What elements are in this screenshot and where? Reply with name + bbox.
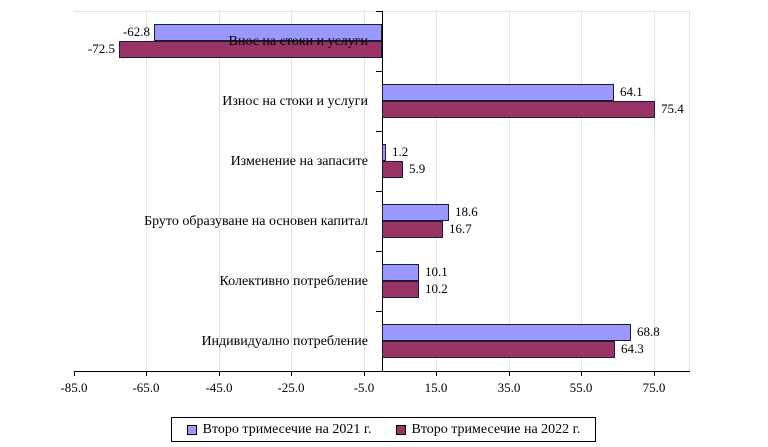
gridline: [146, 11, 147, 371]
legend-label: Второ тримесечие на 2021 г.: [202, 421, 372, 437]
legend-swatch-icon: [395, 424, 406, 435]
x-tick: [291, 371, 292, 376]
value-label: 18.6: [455, 204, 478, 219]
x-tick-label: -85.0: [60, 380, 88, 395]
gridline: [654, 11, 655, 371]
y-tick: [376, 251, 382, 252]
x-tick: [74, 371, 75, 376]
x-tick-label: -45.0: [205, 380, 233, 395]
y-tick: [376, 131, 382, 132]
bar-series-1: [154, 24, 382, 41]
category-label: Индивидуално потребление: [201, 334, 368, 349]
y-tick: [376, 71, 382, 72]
category-label: Износ на стоки и услуги: [222, 94, 368, 109]
y-tick: [376, 311, 382, 312]
bar-series-1: [382, 144, 386, 161]
bar-series-2: [382, 161, 403, 178]
gridline: [291, 11, 292, 371]
gridline: [219, 11, 220, 371]
bar-series-1: [382, 324, 631, 341]
x-tick: [219, 371, 220, 376]
bar-series-2: [382, 341, 615, 358]
category-label: Изменение на запасите: [230, 154, 368, 169]
bar-series-2: [382, 221, 443, 238]
value-label: 1.2: [392, 144, 409, 159]
gridline: [436, 11, 437, 371]
legend-swatch-icon: [186, 424, 197, 435]
value-label: 75.4: [661, 101, 684, 116]
category-label: Колективно потребление: [219, 274, 368, 289]
y-tick: [376, 371, 382, 372]
x-tick-label: -65.0: [132, 380, 160, 395]
bar-series-1: [382, 84, 614, 101]
value-label: 68.8: [637, 324, 660, 339]
y-tick: [376, 191, 382, 192]
x-tick: [364, 371, 365, 376]
x-tick: [654, 371, 655, 376]
legend-label: Второ тримесечие на 2022 г.: [411, 421, 581, 437]
gridline: [509, 11, 510, 371]
x-tick-label: 75.0: [642, 380, 666, 395]
gridline: [364, 11, 365, 371]
gridline: [581, 11, 582, 371]
x-tick-label: 55.0: [569, 380, 593, 395]
value-label: -72.5: [87, 41, 115, 56]
x-tick-label: -5.0: [353, 380, 375, 395]
value-label: 10.1: [425, 264, 448, 279]
bar-series-2: [119, 41, 382, 58]
x-tick: [581, 371, 582, 376]
x-tick: [509, 371, 510, 376]
x-tick-label: -25.0: [277, 380, 305, 395]
value-label: 5.9: [409, 161, 426, 176]
bar-series-2: [382, 101, 655, 118]
value-label: 64.3: [621, 341, 644, 356]
value-label: 64.1: [620, 84, 643, 99]
legend-item-1: Второ тримесечие на 2021 г.: [186, 421, 372, 438]
x-tick: [146, 371, 147, 376]
y-axis: [382, 11, 383, 371]
value-label: 10.2: [425, 281, 448, 296]
category-label: Внос на стоки и услуги: [228, 34, 368, 49]
x-tick: [436, 371, 437, 376]
value-label: -62.8: [122, 24, 150, 39]
x-tick-label: 35.0: [497, 380, 521, 395]
legend-item-2: Второ тримесечие на 2022 г.: [395, 421, 581, 438]
x-axis: [74, 371, 690, 372]
value-label: 16.7: [449, 221, 472, 236]
bar-series-1: [382, 264, 419, 281]
x-tick-label: 15.0: [424, 380, 448, 395]
bar-series-1: [382, 204, 449, 221]
y-tick: [376, 11, 382, 12]
bar-series-2: [382, 281, 419, 298]
category-label: Бруто образуване на основен капитал: [144, 214, 368, 229]
legend: Второ тримесечие на 2021 г. Второ тримесе…: [171, 417, 596, 442]
